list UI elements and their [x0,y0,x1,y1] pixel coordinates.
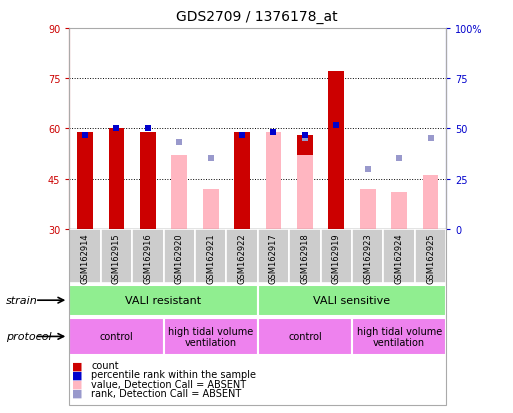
Text: strain: strain [6,295,38,306]
Text: value, Detection Call = ABSENT: value, Detection Call = ABSENT [91,379,246,389]
Bar [140,133,155,229]
Text: GSM162916: GSM162916 [143,233,152,284]
Bar [69,318,164,355]
Text: GSM162925: GSM162925 [426,233,435,283]
Text: control: control [100,332,133,342]
Text: ■: ■ [72,361,82,370]
Text: GSM162917: GSM162917 [269,233,278,284]
Text: VALI sensitive: VALI sensitive [313,295,390,306]
Bar [352,318,446,355]
Bar [266,133,281,229]
Bar [289,229,321,283]
Bar [164,229,195,283]
Bar [164,318,258,355]
Bar [195,229,226,283]
Text: GSM162921: GSM162921 [206,233,215,283]
Text: GSM162915: GSM162915 [112,233,121,283]
Bar [383,229,415,283]
Bar [258,318,352,355]
Bar [69,229,101,283]
Text: VALI resistant: VALI resistant [126,295,202,306]
Text: high tidal volume
ventilation: high tidal volume ventilation [168,326,253,347]
Text: GSM162914: GSM162914 [81,233,89,283]
Bar [132,229,164,283]
Text: high tidal volume
ventilation: high tidal volume ventilation [357,326,442,347]
Bar [360,189,376,229]
Text: GSM162919: GSM162919 [332,233,341,283]
Bar [352,229,383,283]
Bar [77,133,93,229]
Bar [101,229,132,283]
Text: ■: ■ [72,379,82,389]
Bar [258,285,446,316]
Bar [69,285,258,316]
Text: percentile rank within the sample: percentile rank within the sample [91,370,256,380]
Bar [226,229,258,283]
Bar [203,189,219,229]
Bar [109,129,124,229]
Bar [423,176,439,229]
Text: GSM162922: GSM162922 [238,233,247,283]
Bar [415,229,446,283]
Text: GSM162923: GSM162923 [363,233,372,284]
Text: protocol: protocol [6,332,52,342]
Bar [171,156,187,229]
Text: GSM162918: GSM162918 [301,233,309,284]
Bar [328,72,344,229]
Text: count: count [91,361,119,370]
Bar [391,192,407,229]
Text: GSM162924: GSM162924 [394,233,404,283]
Text: ■: ■ [72,388,82,398]
Text: rank, Detection Call = ABSENT: rank, Detection Call = ABSENT [91,388,242,398]
Bar [258,229,289,283]
Bar [234,133,250,229]
Text: control: control [288,332,322,342]
Text: ■: ■ [72,370,82,380]
Bar [297,136,313,229]
Bar [297,156,313,229]
Text: GSM162920: GSM162920 [175,233,184,283]
Bar [266,133,281,229]
Text: GDS2709 / 1376178_at: GDS2709 / 1376178_at [175,10,338,24]
Bar [321,229,352,283]
